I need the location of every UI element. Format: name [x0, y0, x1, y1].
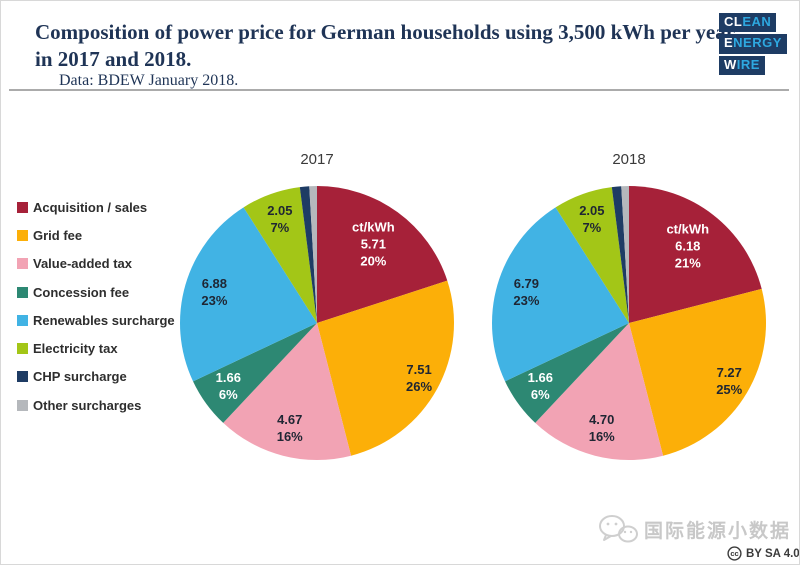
legend-item-chp-surcharge: CHP surcharge	[17, 363, 175, 391]
legend-swatch	[17, 229, 28, 241]
logo-row-wire: WIRE	[719, 55, 765, 75]
legend-label: Renewables surcharge	[33, 312, 175, 328]
slice-label-value-added-tax: 4.67 16%	[276, 412, 303, 445]
slice-label-electricity-tax: 2.05 7%	[579, 202, 605, 235]
slice-label-acquisition-sales: ct/kWh 6.18 21%	[666, 221, 710, 271]
slice-label-concession-fee: 1.66 6%	[527, 370, 553, 403]
pie-slice-concession-fee	[193, 323, 317, 423]
legend-swatch	[17, 314, 28, 326]
pie-chart-2017: 2017 ct/kWh 5.71 20% 7.51 26% 4.67 16% 1.66 6% 6.…	[167, 151, 467, 473]
pie-slice-grid-fee	[629, 288, 767, 456]
pie-slice-value-added-tax	[223, 323, 352, 461]
slice-label-grid-fee: 7.51 26%	[406, 362, 433, 395]
legend-item-grid-fee: Grid fee	[17, 221, 175, 249]
pie-chart-2018: 2018 ct/kWh 6.18 21% 7.27 25% 4.70 16% 1.66 6% 6.…	[479, 151, 779, 473]
logo-row-clean: CLEAN	[719, 13, 777, 33]
legend-swatch	[17, 258, 28, 270]
page-title: Composition of power price for German ho…	[35, 20, 735, 71]
pie-slice-electricity-tax	[243, 187, 317, 323]
pie-slice-concession-fee	[505, 323, 629, 423]
watermark: 国际能源小数据	[598, 514, 791, 544]
pie-slice-other-surcharges	[309, 186, 317, 323]
slice-label-renewables-surcharge: 6.88 23%	[201, 276, 228, 309]
header-divider	[9, 89, 789, 91]
legend-label: CHP surcharge	[33, 369, 127, 385]
legend-swatch	[17, 286, 28, 298]
legend-item-value-added-tax: Value-added tax	[17, 250, 175, 278]
license-badge: cc BY SA 4.0	[727, 546, 800, 561]
slice-label-concession-fee: 1.66 6%	[215, 370, 241, 403]
legend-item-concession-fee: Concession fee	[17, 278, 175, 306]
clean-energy-wire-logo: CLEAN ENERGY WIRE	[719, 13, 787, 77]
wechat-icon	[599, 515, 638, 543]
watermark-text: 国际能源小数据	[644, 520, 792, 542]
pie-slice-acquisition-sales	[629, 186, 762, 323]
legend: Acquisition / sales Grid fee Value-added t…	[17, 193, 175, 419]
logo-text-white: CL	[724, 14, 743, 29]
legend-label: Grid fee	[33, 227, 83, 243]
logo-text-white: E	[724, 35, 734, 51]
legend-label: Concession fee	[33, 284, 130, 300]
pie-slice-renewables-surcharge	[492, 207, 629, 382]
pie-slice-acquisition-sales	[317, 186, 448, 323]
chart-title-2017: 2017	[300, 151, 334, 168]
pie-slice-grid-fee	[317, 280, 454, 456]
legend-label: Acquisition / sales	[33, 199, 148, 215]
pie-2017: ct/kWh 5.71 20% 7.51 26% 4.67 16% 1.66 6% 6.88 23%…	[167, 173, 467, 473]
license-text: BY SA 4.0	[746, 547, 800, 560]
legend-swatch	[17, 371, 28, 383]
pie-2018: ct/kWh 6.18 21% 7.27 25% 4.70 16% 1.66 6% 6.79 23%…	[479, 173, 779, 473]
legend-item-electricity-tax: Electricity tax	[17, 334, 175, 362]
logo-row-energy: ENERGY	[719, 34, 787, 54]
legend-swatch	[17, 343, 28, 355]
logo-text-cyan: EAN	[742, 14, 772, 29]
pie-slice-value-added-tax	[535, 323, 664, 461]
pie-slice-renewables-surcharge	[180, 207, 317, 382]
slice-label-value-added-tax: 4.70 16%	[588, 412, 615, 445]
legend-swatch	[17, 399, 28, 411]
pie-slice-other-surcharges	[621, 186, 629, 323]
logo-text-white: W	[724, 56, 737, 72]
slice-label-grid-fee: 7.27 25%	[716, 365, 743, 398]
slice-label-electricity-tax: 2.05 7%	[267, 202, 293, 235]
pie-slice-chp-surcharge	[299, 186, 317, 323]
legend-item-other-surcharges: Other surcharges	[17, 391, 175, 419]
legend-item-acquisition-sales: Acquisition / sales	[17, 193, 175, 221]
pie-slice-chp-surcharge	[611, 186, 629, 323]
creative-commons-icon: cc	[727, 546, 742, 561]
slice-label-acquisition-sales: ct/kWh 5.71 20%	[352, 220, 395, 269]
chart-title-2018: 2018	[612, 151, 646, 168]
logo-text-cyan: IRE	[736, 56, 760, 72]
legend-swatch	[17, 201, 28, 213]
legend-item-renewables-surcharge: Renewables surcharge	[17, 306, 175, 334]
data-source-note: Data: BDEW January 2018.	[59, 72, 239, 89]
slice-label-renewables-surcharge: 6.79 23%	[513, 276, 540, 309]
svg-text:cc: cc	[730, 549, 738, 558]
legend-label: Value-added tax	[33, 256, 132, 272]
legend-label: Other surcharges	[33, 397, 142, 413]
pie-slice-electricity-tax	[555, 187, 629, 323]
legend-label: Electricity tax	[33, 341, 118, 357]
logo-text-cyan: NERGY	[733, 35, 782, 51]
